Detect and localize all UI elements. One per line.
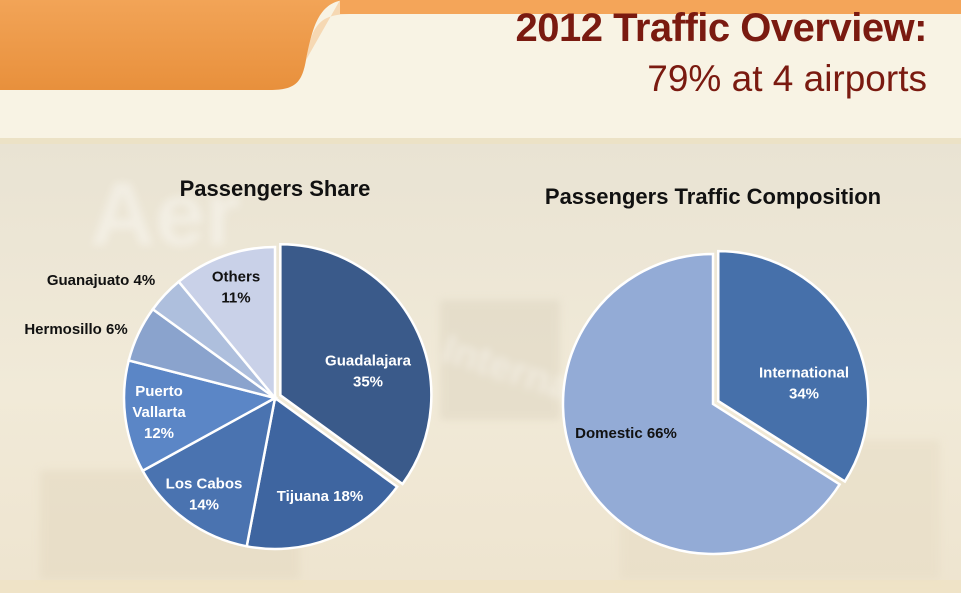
slice-data-label: International 34% xyxy=(759,364,849,402)
slice-data-label: Hermosillo 6% xyxy=(24,321,127,338)
chart-title-traffic-composition: Passengers Traffic Composition xyxy=(544,184,882,209)
slice-data-label: Guanajuato 4% xyxy=(47,272,155,289)
chart-title-passengers-share: Passengers Share xyxy=(179,176,371,201)
slide-title: 2012 Traffic Overview: xyxy=(515,6,928,50)
slice-label-line: Domestic 66% xyxy=(575,425,677,442)
slice-label-line: Puerto xyxy=(135,383,183,400)
slice-label-line: 14% xyxy=(189,496,219,513)
slice-label-line: International xyxy=(759,364,849,381)
slice-label-line: 11% xyxy=(221,289,250,306)
slice-label-line: Hermosillo 6% xyxy=(24,321,127,338)
pie-slice xyxy=(122,358,279,473)
slice-label-line: Others xyxy=(212,268,260,285)
pie-slice xyxy=(245,395,399,551)
slice-label-line: 34% xyxy=(789,385,819,402)
slice-label-line: Guanajuato 4% xyxy=(47,272,155,289)
slice-label-line: 12% xyxy=(144,425,174,442)
slice-label-line: 35% xyxy=(353,373,383,390)
slice-label-line: Guadalajara xyxy=(325,352,412,369)
slice-data-label: Los Cabos 14% xyxy=(166,475,243,513)
slice-data-label: Others 11% xyxy=(212,268,260,306)
slice-data-label: Puerto Vallarta 12% xyxy=(132,383,186,442)
slice-label-line: Tijuana 18% xyxy=(277,488,363,505)
pie-slice xyxy=(140,395,277,548)
orange-header-band xyxy=(0,0,345,90)
slice-data-label: Guadalajara 35% xyxy=(325,352,412,390)
slice-label-line: Vallarta xyxy=(132,404,186,421)
pie-slice xyxy=(279,243,433,486)
pie-slice xyxy=(176,245,277,402)
slide-subtitle: 79% at 4 airports xyxy=(647,58,927,99)
pie-slice xyxy=(717,249,870,484)
svg-text:Aer: Aer xyxy=(90,165,240,265)
slice-data-label: Tijuana 18% xyxy=(277,488,363,505)
slice-data-label: Domestic 66% xyxy=(575,425,677,442)
slice-label-line: Los Cabos xyxy=(166,475,243,492)
pie-slice xyxy=(561,252,842,556)
